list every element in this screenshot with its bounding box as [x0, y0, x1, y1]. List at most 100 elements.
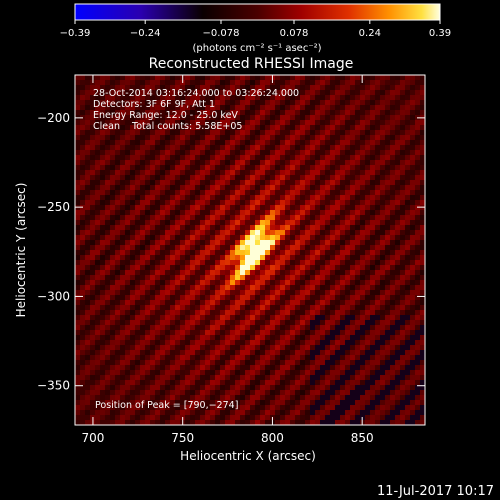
- heatmap-cell: [225, 120, 231, 126]
- heatmap-cell: [165, 95, 171, 101]
- heatmap-cell: [170, 200, 176, 206]
- heatmap-cell: [290, 160, 296, 166]
- heatmap-cell: [350, 335, 356, 341]
- heatmap-cell: [250, 275, 256, 281]
- heatmap-cell: [155, 300, 161, 306]
- heatmap-cell: [365, 105, 371, 111]
- heatmap-cell: [100, 390, 106, 396]
- heatmap-cell: [235, 110, 241, 116]
- heatmap-cell: [255, 275, 261, 281]
- heatmap-cell: [175, 355, 181, 361]
- heatmap-cell: [225, 105, 231, 111]
- heatmap-cell: [385, 270, 391, 276]
- heatmap-cell: [370, 400, 376, 406]
- heatmap-cell: [120, 275, 126, 281]
- heatmap-cell: [260, 180, 266, 186]
- peak-position-label: Position of Peak = [790,−274]: [95, 400, 238, 411]
- heatmap-cell: [310, 415, 316, 421]
- heatmap-cell: [170, 270, 176, 276]
- heatmap-cell: [320, 155, 326, 161]
- heatmap-cell: [235, 320, 241, 326]
- heatmap-cell: [280, 405, 286, 411]
- heatmap-cell: [410, 375, 416, 381]
- heatmap-cell: [400, 75, 406, 81]
- heatmap-cell: [245, 325, 251, 331]
- heatmap-cell: [145, 365, 151, 371]
- heatmap-cell: [270, 280, 276, 286]
- heatmap-cell: [125, 385, 131, 391]
- heatmap-cell: [385, 345, 391, 351]
- heatmap-cell: [80, 190, 86, 196]
- heatmap-cell: [275, 340, 281, 346]
- heatmap-cell: [225, 320, 231, 326]
- heatmap-cell: [225, 75, 231, 81]
- heatmap-cell: [170, 290, 176, 296]
- heatmap-cell: [140, 245, 146, 251]
- heatmap-cell: [110, 335, 116, 341]
- heatmap-cell: [165, 320, 171, 326]
- heatmap-cell: [330, 85, 336, 91]
- heatmap-cell: [285, 180, 291, 186]
- heatmap-cell: [150, 190, 156, 196]
- heatmap-cell: [200, 135, 206, 141]
- heatmap-cell: [210, 320, 216, 326]
- heatmap-cell: [280, 105, 286, 111]
- heatmap-cell: [105, 415, 111, 421]
- heatmap-cell: [370, 340, 376, 346]
- heatmap-cell: [105, 240, 111, 246]
- heatmap-cell: [110, 85, 116, 91]
- heatmap-cell: [85, 325, 91, 331]
- heatmap-cell: [230, 150, 236, 156]
- heatmap-cell: [290, 225, 296, 231]
- heatmap-cell: [315, 395, 321, 401]
- heatmap-cell: [115, 415, 121, 421]
- heatmap-cell: [210, 250, 216, 256]
- heatmap-cell: [195, 340, 201, 346]
- heatmap-cell: [210, 305, 216, 311]
- heatmap-cell: [285, 85, 291, 91]
- heatmap-cell: [325, 395, 331, 401]
- heatmap-cell: [140, 260, 146, 266]
- heatmap-cell: [115, 200, 121, 206]
- heatmap-cell: [170, 315, 176, 321]
- heatmap-cell: [240, 150, 246, 156]
- heatmap-cell: [275, 400, 281, 406]
- heatmap-cell: [410, 145, 416, 151]
- heatmap-cell: [265, 335, 271, 341]
- heatmap-cell: [80, 355, 86, 361]
- heatmap-cell: [215, 320, 221, 326]
- heatmap-cell: [140, 135, 146, 141]
- heatmap-cell: [365, 165, 371, 171]
- heatmap-cell: [270, 250, 276, 256]
- heatmap-cell: [380, 135, 386, 141]
- heatmap-cell: [95, 370, 101, 376]
- heatmap-cell: [195, 415, 201, 421]
- heatmap-cell: [115, 250, 121, 256]
- heatmap-cell: [370, 215, 376, 221]
- heatmap-cell: [365, 180, 371, 186]
- heatmap-cell: [150, 330, 156, 336]
- heatmap-cell: [335, 115, 341, 121]
- heatmap-cell: [345, 325, 351, 331]
- heatmap-cell: [265, 375, 271, 381]
- heatmap-cell: [235, 410, 241, 416]
- heatmap-cell: [410, 75, 416, 81]
- heatmap-cell: [175, 190, 181, 196]
- heatmap-cell: [165, 225, 171, 231]
- heatmap-cell: [105, 85, 111, 91]
- heatmap-cell: [95, 375, 101, 381]
- heatmap-cell: [275, 210, 281, 216]
- heatmap-cell: [130, 135, 136, 141]
- heatmap-cell: [275, 140, 281, 146]
- heatmap-cell: [200, 100, 206, 106]
- heatmap-cell: [410, 380, 416, 386]
- heatmap-cell: [80, 300, 86, 306]
- heatmap-cell: [385, 160, 391, 166]
- heatmap-cell: [215, 325, 221, 331]
- heatmap-cell: [100, 205, 106, 211]
- heatmap-cell: [365, 350, 371, 356]
- heatmap-cell: [305, 370, 311, 376]
- heatmap-cell: [175, 150, 181, 156]
- heatmap-cell: [185, 360, 191, 366]
- heatmap-cell: [145, 180, 151, 186]
